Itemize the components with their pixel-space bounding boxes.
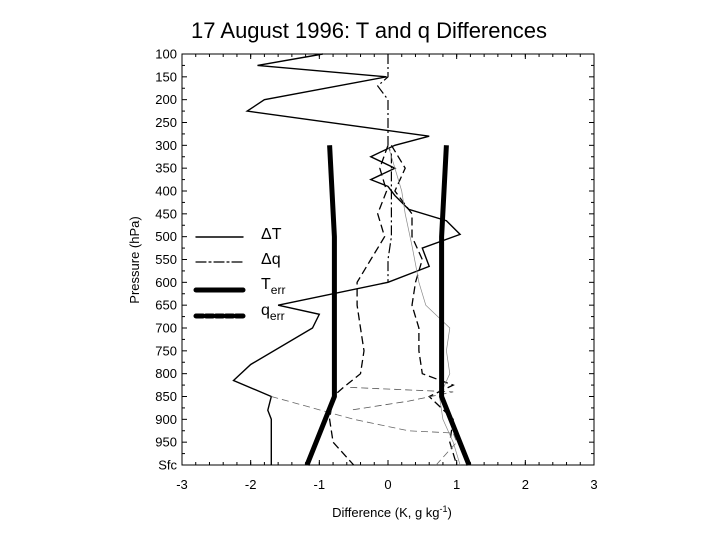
series-line [376,54,392,283]
x-tick-label: 1 [453,477,460,492]
legend-label: Δq [261,251,281,268]
y-axis: 100 150 200 250 300 350 400 450 500 550 600 650 700 7… [155,47,594,473]
x-tick-label: -1 [314,477,326,492]
series-line [387,145,461,466]
chart-title: 17 August 1996: T and q Differences [191,18,547,43]
x-axis-label-superscript: -1 [440,504,448,514]
y-tick-label: 650 [155,298,177,313]
x-axis: -3 -2 -1 0 1 2 3 [176,54,598,492]
y-tick-label: 950 [155,435,177,450]
y-tick-label: 100 [155,47,177,62]
plot-frame [181,53,595,466]
x-tick-label: 0 [384,477,391,492]
series-line [390,144,458,466]
y-tick-label: 300 [155,138,177,153]
plot-border [181,53,595,466]
x-tick-label: 3 [590,477,597,492]
series-layer [232,53,472,466]
legend-subscript: err [271,283,286,297]
y-tick-label: 400 [155,184,177,199]
y-tick-label: 750 [155,343,177,358]
legend-subscript: err [270,309,285,323]
legend-label: qerr [261,302,285,323]
y-tick-label: 600 [155,275,177,290]
x-axis-label: Difference (K, g kg-1) [332,504,452,520]
y-tick-label: 200 [155,92,177,107]
y-tick-label: 250 [155,115,177,130]
y-axis-label: Pressure (hPa) [127,216,142,303]
x-tick-label: -3 [176,477,188,492]
legend-symbol: Δq [261,251,281,268]
y-tick-label: 900 [155,412,177,427]
legend-symbol: ΔT [261,226,282,243]
y-tick-label: 150 [155,69,177,84]
y-tick-label: 700 [155,321,177,336]
series-line [350,387,454,411]
y-tick-label: 450 [155,206,177,221]
x-axis-label-main: Difference (K, g kg [332,505,439,520]
y-tick-label: 550 [155,252,177,267]
series-line [271,396,458,466]
y-tick-label: 500 [155,229,177,244]
y-tick-label: 800 [155,366,177,381]
x-axis-label-end: ) [448,505,452,520]
legend-symbol: q [261,302,270,319]
legend-label: Terr [261,276,285,297]
series-line [304,145,337,466]
y-tick-label: Sfc [158,458,177,473]
series-line [328,145,389,466]
series-line [232,53,462,465]
x-tick-label: -2 [245,477,257,492]
series-line [439,145,472,466]
y-tick-label: 350 [155,161,177,176]
legend-symbol: T [261,276,271,293]
legend-label: ΔT [261,226,282,243]
y-tick-label: 850 [155,389,177,404]
x-tick-label: 2 [522,477,529,492]
